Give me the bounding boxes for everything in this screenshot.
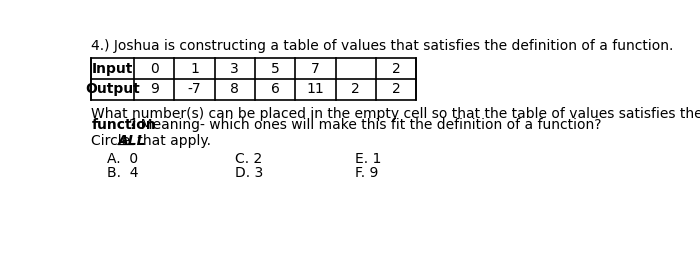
Text: Circle: Circle [92,135,135,148]
Text: 6: 6 [271,83,279,96]
Text: What number(s) can be placed in the empty cell so that the table of values satis: What number(s) can be placed in the empt… [92,107,700,121]
Text: Output: Output [85,83,140,96]
Text: 2: 2 [391,83,400,96]
Text: 5: 5 [271,62,279,76]
Text: 7: 7 [311,62,320,76]
Text: E. 1: E. 1 [355,152,382,166]
Text: 4.) Joshua is constructing a table of values that satisfies the definition of a : 4.) Joshua is constructing a table of va… [92,39,673,53]
Text: ? Meaning- which ones will make this fit the definition of a function?: ? Meaning- which ones will make this fit… [129,117,601,132]
Text: 9: 9 [150,83,159,96]
Text: 1: 1 [190,62,199,76]
Text: 2: 2 [351,83,360,96]
Text: 8: 8 [230,83,239,96]
Text: D. 3: D. 3 [234,166,263,180]
Text: 2: 2 [391,62,400,76]
Text: that apply.: that apply. [133,135,211,148]
Text: 3: 3 [230,62,239,76]
Text: 0: 0 [150,62,158,76]
Text: function: function [92,117,156,132]
Text: C. 2: C. 2 [234,152,262,166]
Text: F. 9: F. 9 [355,166,378,180]
Text: -7: -7 [188,83,202,96]
Bar [92,58,416,100]
Text: Input: Input [92,62,134,76]
Text: 11: 11 [307,83,324,96]
Text: A.  0: A. 0 [107,152,138,166]
Text: B.  4: B. 4 [107,166,139,180]
Text: ALL: ALL [118,135,146,148]
